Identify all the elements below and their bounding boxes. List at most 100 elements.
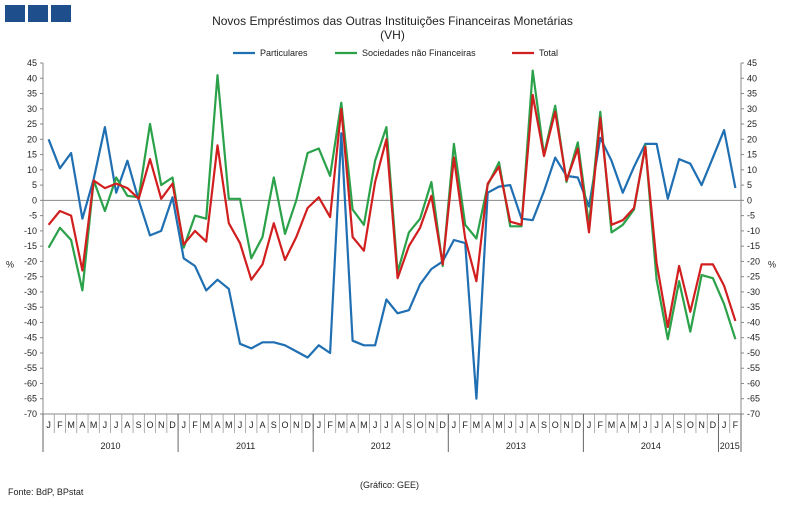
- month-label: J: [519, 420, 524, 430]
- legend-label: Total: [539, 48, 558, 58]
- month-label: O: [282, 420, 289, 430]
- y-tick-label-left: 30: [27, 104, 37, 114]
- month-label: D: [439, 420, 446, 430]
- month-label: A: [350, 420, 356, 430]
- logo-block: [28, 5, 48, 22]
- month-label: O: [417, 420, 424, 430]
- month-label: F: [598, 420, 604, 430]
- y-tick-label-left: 35: [27, 89, 37, 99]
- month-label: A: [79, 420, 85, 430]
- month-label: F: [327, 420, 333, 430]
- month-label: F: [733, 420, 739, 430]
- legend-label: Sociedades não Financeiras: [362, 48, 476, 58]
- month-label: A: [214, 420, 220, 430]
- month-label: A: [665, 420, 671, 430]
- month-label: M: [360, 420, 368, 430]
- y-tick-label-left: -60: [24, 378, 37, 388]
- year-label: 2011: [236, 441, 255, 451]
- y-tick-label-left: -35: [24, 302, 37, 312]
- year-label: 2012: [371, 441, 391, 451]
- month-label: M: [202, 420, 210, 430]
- month-label: A: [620, 420, 626, 430]
- month-label: J: [238, 420, 243, 430]
- y-tick-label-left: 20: [27, 134, 37, 144]
- month-label: M: [473, 420, 481, 430]
- logo-block: [51, 5, 71, 22]
- chart-title-block: Novos Empréstimos das Outras Instituiçõe…: [0, 14, 785, 42]
- y-tick-label-right: 40: [747, 73, 757, 83]
- month-label: D: [169, 420, 176, 430]
- month-label: N: [293, 420, 300, 430]
- series-line-particulares: [47, 125, 737, 400]
- y-tick-label-left: -40: [24, 317, 37, 327]
- month-label: J: [114, 420, 119, 430]
- y-tick-label-left: -45: [24, 333, 37, 343]
- y-tick-label-right: 35: [747, 89, 757, 99]
- month-label: J: [654, 420, 659, 430]
- y-tick-label-left: 45: [27, 58, 37, 68]
- month-label: N: [563, 420, 570, 430]
- y-tick-label-right: -60: [747, 378, 760, 388]
- month-label: O: [146, 420, 153, 430]
- month-label: J: [317, 420, 322, 430]
- month-label: F: [462, 420, 468, 430]
- chart-credit: (Gráfico: GEE): [360, 480, 420, 490]
- month-label: D: [575, 420, 582, 430]
- y-tick-label-right: -20: [747, 256, 760, 266]
- month-label: S: [541, 420, 547, 430]
- month-label: J: [181, 420, 186, 430]
- month-label: M: [67, 420, 75, 430]
- month-label: J: [587, 420, 592, 430]
- month-label: J: [722, 420, 727, 430]
- legend-label: Particulares: [260, 48, 308, 58]
- logo-block: [5, 5, 25, 22]
- month-label: J: [508, 420, 513, 430]
- y-tick-label-right: -5: [747, 211, 755, 221]
- y-tick-label-left: -30: [24, 287, 37, 297]
- y-tick-label-right: -15: [747, 241, 760, 251]
- chart-title: Novos Empréstimos das Outras Instituiçõe…: [212, 14, 573, 28]
- y-tick-label-left: 10: [27, 165, 37, 175]
- y-tick-label-left: -65: [24, 394, 37, 404]
- y-tick-label-left: 0: [32, 195, 37, 205]
- month-label: N: [428, 420, 435, 430]
- month-label: J: [103, 420, 108, 430]
- y-axis-label-left: %: [6, 259, 14, 269]
- month-label: J: [452, 420, 457, 430]
- y-tick-label-right: 10: [747, 165, 757, 175]
- y-tick-label-right: 5: [747, 180, 752, 190]
- y-tick-label-left: 15: [27, 150, 37, 160]
- y-tick-label-left: -15: [24, 241, 37, 251]
- month-label: D: [304, 420, 311, 430]
- month-label: M: [338, 420, 346, 430]
- month-label: F: [57, 420, 63, 430]
- month-label: S: [406, 420, 412, 430]
- y-tick-label-left: -10: [24, 226, 37, 236]
- month-label: J: [249, 420, 254, 430]
- y-tick-label-left: 40: [27, 73, 37, 83]
- y-tick-label-right: -50: [747, 348, 760, 358]
- month-label: M: [225, 420, 233, 430]
- month-label: O: [687, 420, 694, 430]
- y-tick-label-left: -50: [24, 348, 37, 358]
- y-tick-label-right: 20: [747, 134, 757, 144]
- month-label: O: [552, 420, 559, 430]
- y-tick-label-right: 0: [747, 195, 752, 205]
- month-label: M: [630, 420, 638, 430]
- y-tick-label-right: 30: [747, 104, 757, 114]
- month-label: J: [46, 420, 51, 430]
- month-label: J: [373, 420, 378, 430]
- y-axis-label-right: %: [768, 259, 776, 269]
- y-tick-label-right: -70: [747, 409, 760, 419]
- y-tick-label-right: -25: [747, 272, 760, 282]
- month-label: F: [192, 420, 198, 430]
- month-label: M: [608, 420, 616, 430]
- y-tick-label-right: -10: [747, 226, 760, 236]
- y-tick-label-left: 25: [27, 119, 37, 129]
- month-label: A: [485, 420, 491, 430]
- year-label: 2014: [641, 441, 661, 451]
- month-label: A: [530, 420, 536, 430]
- y-tick-label-left: -25: [24, 272, 37, 282]
- month-label: D: [710, 420, 717, 430]
- y-tick-label-left: 5: [32, 180, 37, 190]
